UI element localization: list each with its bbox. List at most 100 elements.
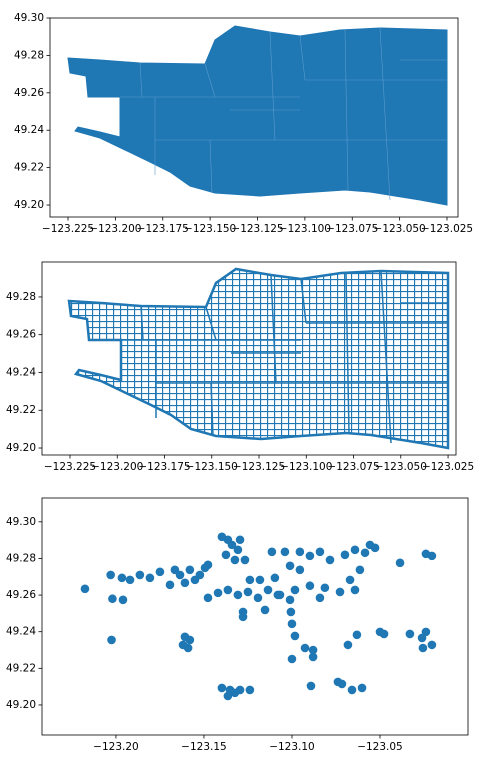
x-tick-label: −123.125 bbox=[231, 223, 283, 235]
y-tick-label: 49.22 bbox=[6, 662, 36, 674]
y-tick-label: 49.20 bbox=[6, 442, 36, 454]
point bbox=[295, 547, 305, 557]
point bbox=[135, 570, 145, 580]
boundaries bbox=[120, 27, 447, 201]
x-tick-label: −123.200 bbox=[89, 223, 141, 235]
point bbox=[107, 635, 116, 645]
x-tick-label: −123.025 bbox=[422, 461, 474, 473]
point bbox=[165, 580, 175, 590]
y-tick-label: 49.26 bbox=[6, 589, 36, 601]
y-tick-label: 49.28 bbox=[14, 49, 44, 61]
point bbox=[315, 593, 325, 603]
point bbox=[305, 581, 315, 591]
point bbox=[243, 587, 253, 597]
point bbox=[285, 561, 295, 571]
x-tick-label: −123.175 bbox=[138, 461, 190, 473]
point bbox=[418, 643, 428, 653]
y-tick-label: 49.28 bbox=[6, 552, 36, 564]
point bbox=[233, 590, 243, 600]
point bbox=[355, 565, 365, 575]
point bbox=[235, 685, 245, 695]
point bbox=[175, 570, 185, 580]
point bbox=[217, 683, 227, 693]
x-tick-label: −123.200 bbox=[91, 461, 143, 473]
point bbox=[223, 691, 233, 701]
point bbox=[221, 550, 231, 560]
x-tick-label: −123.225 bbox=[44, 461, 96, 473]
point bbox=[295, 565, 305, 575]
x-tick-label: −123.175 bbox=[137, 223, 189, 235]
point bbox=[325, 555, 335, 565]
x-tick-label: −123.150 bbox=[184, 223, 236, 235]
y-tick-label: 49.24 bbox=[14, 124, 44, 136]
point bbox=[238, 612, 248, 622]
point bbox=[267, 547, 277, 557]
y-tick-label: 49.20 bbox=[14, 199, 44, 211]
point bbox=[370, 543, 380, 553]
point bbox=[343, 640, 353, 650]
point bbox=[315, 547, 325, 557]
point bbox=[287, 654, 297, 664]
point bbox=[125, 575, 135, 585]
x-tick-label: −123.10 bbox=[269, 741, 315, 753]
y-tick-label: 49.26 bbox=[6, 329, 36, 341]
point bbox=[108, 594, 117, 604]
point bbox=[357, 683, 367, 693]
x-tick-label: −123.150 bbox=[186, 461, 238, 473]
point bbox=[308, 652, 318, 662]
point bbox=[155, 567, 165, 577]
point bbox=[255, 575, 265, 585]
point bbox=[203, 593, 213, 603]
point bbox=[117, 573, 127, 583]
x-tick-label: −123.075 bbox=[326, 223, 378, 235]
point bbox=[213, 588, 223, 598]
point bbox=[350, 585, 360, 595]
point bbox=[427, 640, 437, 650]
point bbox=[290, 631, 300, 641]
point bbox=[118, 595, 128, 605]
point bbox=[183, 643, 193, 653]
point bbox=[305, 551, 315, 561]
point bbox=[285, 595, 295, 605]
x-tick-label: −123.050 bbox=[375, 461, 427, 473]
plot-area bbox=[67, 267, 450, 450]
point bbox=[337, 679, 347, 689]
point bbox=[240, 555, 250, 565]
point bbox=[300, 643, 310, 653]
y-tick-label: 49.24 bbox=[6, 626, 36, 638]
y-tick-label: 49.20 bbox=[6, 699, 36, 711]
point bbox=[235, 535, 245, 545]
x-tick-label: −123.20 bbox=[93, 741, 139, 753]
x-tick-label: −123.125 bbox=[233, 461, 285, 473]
y-tick-label: 49.24 bbox=[6, 366, 36, 378]
point bbox=[230, 555, 240, 565]
y-tick-label: 49.30 bbox=[6, 516, 36, 528]
point bbox=[350, 545, 360, 555]
point bbox=[106, 570, 115, 580]
point bbox=[405, 629, 415, 639]
point bbox=[347, 685, 357, 695]
point bbox=[185, 565, 195, 575]
point bbox=[286, 607, 296, 617]
point bbox=[270, 573, 280, 583]
point bbox=[80, 584, 90, 594]
axes-frame bbox=[41, 261, 457, 456]
point bbox=[233, 545, 243, 555]
x-tick-label: −123.100 bbox=[279, 223, 331, 235]
point bbox=[320, 583, 330, 593]
point bbox=[227, 540, 237, 550]
y-tick-label: 49.26 bbox=[14, 87, 44, 99]
point bbox=[352, 630, 362, 640]
axes: −123.20 −123.15 −123.10 −123.05 49.20 49.22 49… bbox=[6, 497, 469, 753]
axes-frame bbox=[49, 17, 459, 218]
point bbox=[340, 550, 350, 560]
plot-area bbox=[80, 532, 437, 701]
y-tick-label: 49.28 bbox=[6, 291, 36, 303]
point bbox=[345, 575, 355, 585]
x-tick-label: −123.025 bbox=[421, 223, 473, 235]
point bbox=[421, 627, 431, 637]
point bbox=[195, 570, 205, 580]
point bbox=[245, 685, 255, 695]
point bbox=[290, 585, 300, 595]
point bbox=[185, 635, 195, 645]
